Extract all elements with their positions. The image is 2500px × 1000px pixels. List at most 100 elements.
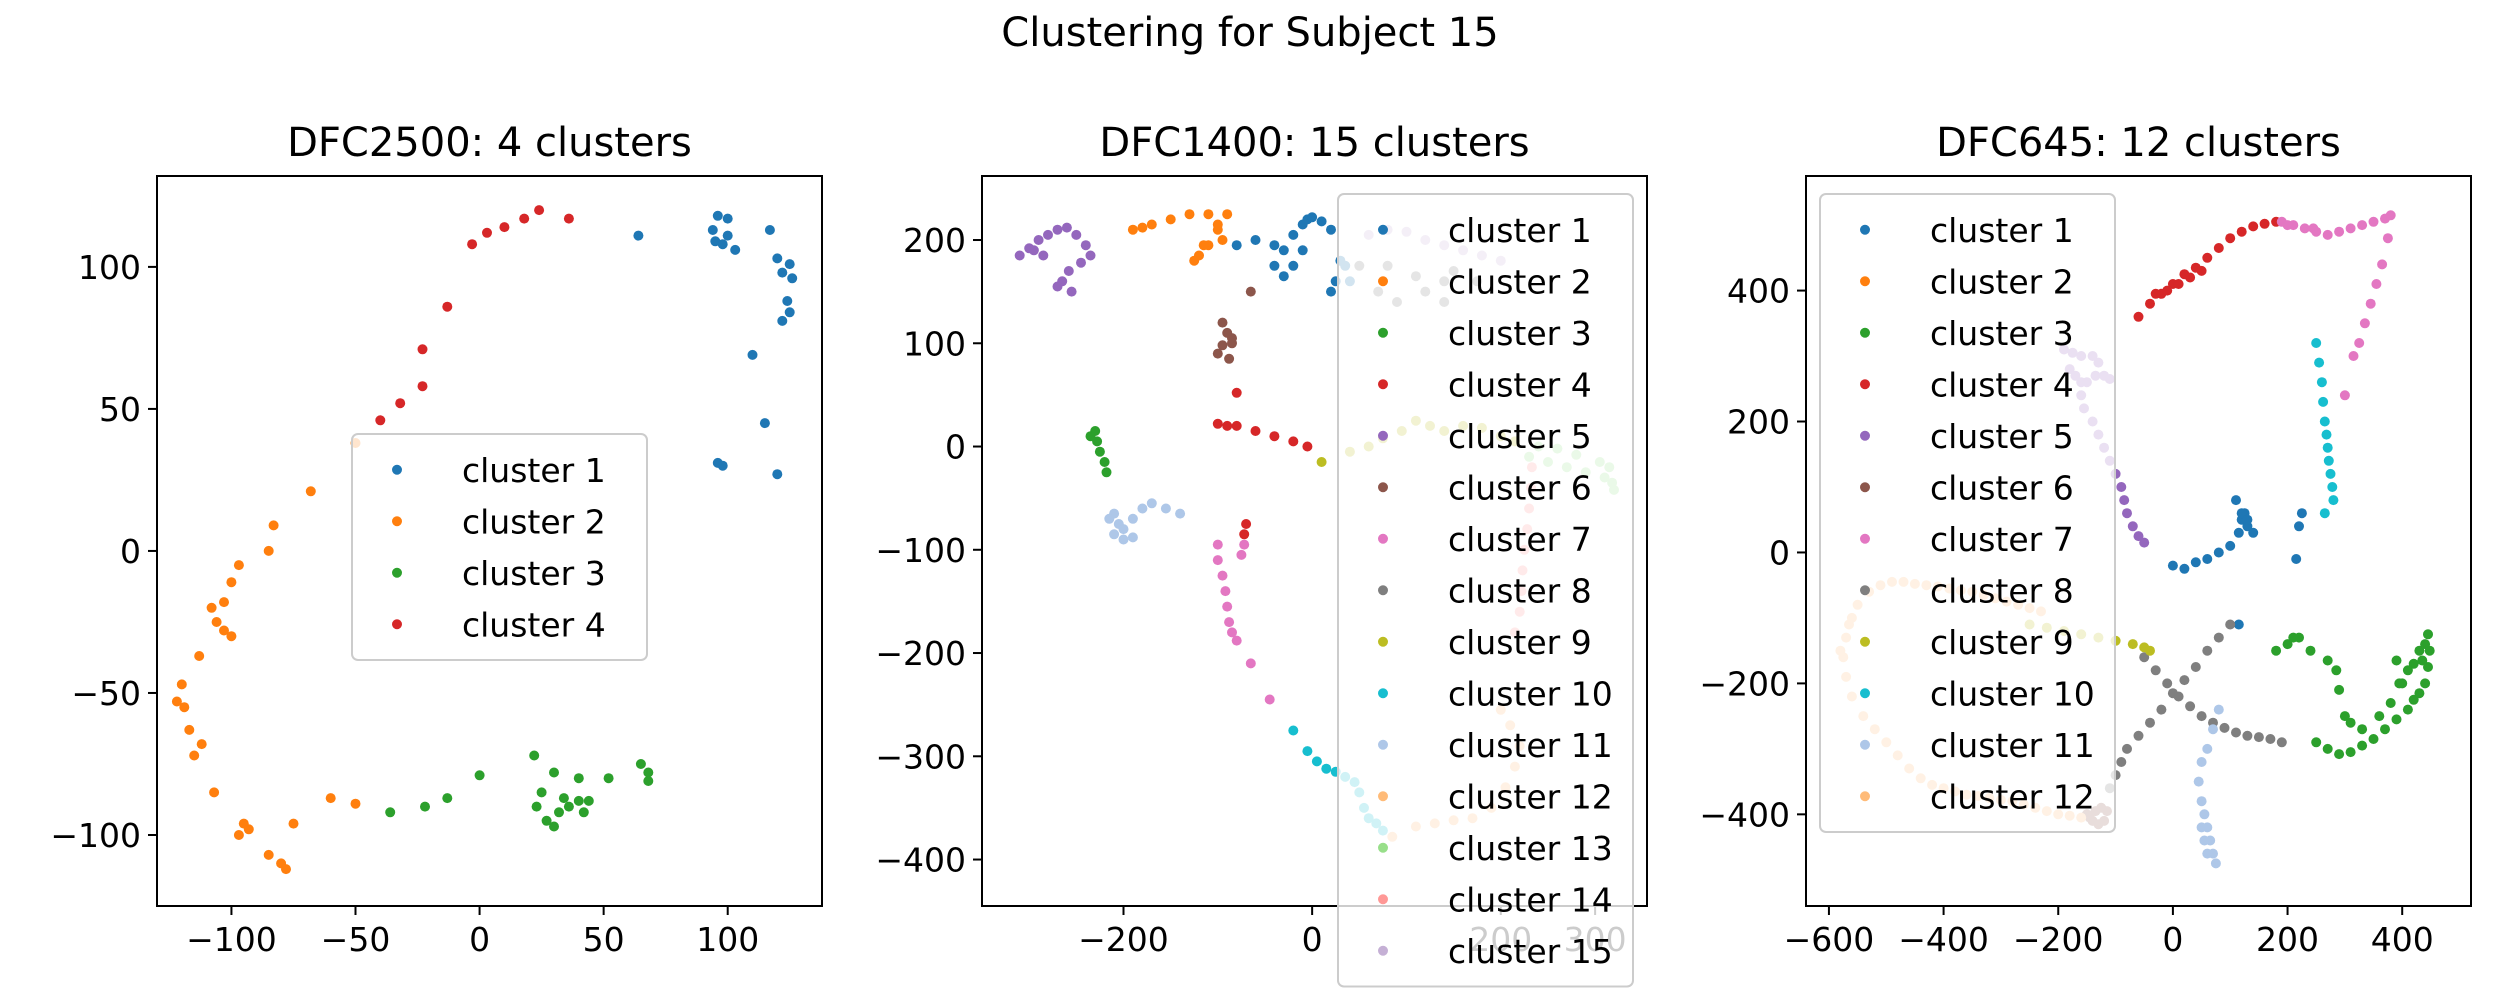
legend-label: cluster 2 bbox=[1448, 262, 1592, 301]
data-point bbox=[2339, 390, 2350, 401]
data-point bbox=[2150, 288, 2161, 299]
legend-label: cluster 13 bbox=[1448, 829, 1613, 868]
data-point bbox=[2417, 655, 2428, 666]
data-point bbox=[2385, 698, 2396, 708]
legend-label: cluster 14 bbox=[1448, 880, 1613, 919]
data-point bbox=[219, 597, 229, 608]
data-point bbox=[578, 807, 589, 818]
data-point bbox=[2199, 809, 2210, 820]
data-point bbox=[2122, 743, 2132, 754]
legend-label: cluster 1 bbox=[1448, 211, 1592, 250]
data-point bbox=[2133, 311, 2144, 322]
data-point bbox=[1227, 627, 1237, 638]
data-point bbox=[2179, 563, 2190, 574]
data-point bbox=[2299, 223, 2310, 234]
data-point bbox=[1212, 418, 1223, 429]
data-point bbox=[233, 560, 244, 571]
y-tick-label: 0 bbox=[945, 428, 966, 467]
data-point bbox=[2408, 658, 2419, 669]
data-point bbox=[1217, 235, 1228, 245]
data-point bbox=[2380, 724, 2390, 735]
data-point bbox=[1222, 420, 1233, 431]
data-point bbox=[717, 460, 728, 471]
data-point bbox=[2371, 279, 2382, 289]
y-tick-label: −200 bbox=[1699, 664, 1790, 703]
data-point bbox=[1052, 224, 1063, 235]
data-point bbox=[226, 631, 237, 642]
data-point bbox=[2331, 665, 2342, 676]
data-point bbox=[2231, 495, 2241, 506]
data-point bbox=[1239, 529, 1250, 540]
data-point bbox=[2319, 508, 2330, 519]
data-point bbox=[263, 545, 274, 556]
data-point bbox=[2291, 554, 2302, 564]
legend: cluster 1 cluster 2 cluster 3 cluster 4 bbox=[351, 433, 648, 661]
legend-marker bbox=[1378, 430, 1388, 441]
legend-marker bbox=[392, 619, 402, 630]
x-tick-label: 400 bbox=[2371, 920, 2434, 959]
data-point bbox=[777, 315, 788, 326]
data-point bbox=[2368, 734, 2379, 744]
data-point bbox=[2308, 223, 2319, 234]
data-point bbox=[1175, 508, 1186, 519]
data-point bbox=[2311, 338, 2322, 348]
data-point bbox=[184, 724, 195, 735]
data-point bbox=[375, 415, 386, 426]
data-point bbox=[1127, 532, 1138, 543]
data-point bbox=[2294, 521, 2304, 532]
x-tick-label: 200 bbox=[2256, 920, 2319, 959]
subplot-title: DFC2500: 4 clusters bbox=[287, 120, 692, 166]
data-point bbox=[1118, 524, 1129, 535]
y-tick-label: 0 bbox=[1769, 533, 1790, 572]
data-point bbox=[1160, 503, 1171, 514]
data-point bbox=[2368, 216, 2379, 227]
data-point bbox=[2150, 665, 2161, 676]
data-point bbox=[2374, 711, 2385, 722]
legend-marker bbox=[1378, 533, 1388, 544]
data-point bbox=[2127, 639, 2138, 650]
data-point bbox=[2408, 694, 2419, 705]
data-point bbox=[1137, 503, 1148, 514]
data-point bbox=[2225, 540, 2236, 551]
data-point bbox=[764, 225, 775, 235]
subplot-title: DFC1400: 15 clusters bbox=[1099, 120, 1529, 166]
data-point bbox=[554, 807, 564, 818]
y-tick-label: −400 bbox=[1699, 795, 1790, 834]
data-point bbox=[2119, 495, 2130, 506]
legend-label: cluster 10 bbox=[1930, 674, 2095, 713]
data-point bbox=[541, 815, 552, 826]
legend-label: cluster 3 bbox=[462, 554, 606, 593]
data-point bbox=[2202, 743, 2213, 754]
legend-label: cluster 8 bbox=[1930, 571, 2074, 610]
legend-marker bbox=[1860, 533, 1870, 544]
data-point bbox=[529, 750, 540, 761]
data-point bbox=[2271, 645, 2282, 656]
y-tick-label: 200 bbox=[903, 221, 966, 260]
data-point bbox=[2190, 557, 2201, 568]
data-point bbox=[1052, 281, 1063, 292]
data-point bbox=[2167, 688, 2178, 699]
data-point bbox=[499, 222, 510, 233]
data-point bbox=[772, 469, 783, 480]
data-point bbox=[1127, 224, 1138, 235]
y-tick-label: −400 bbox=[875, 841, 966, 880]
data-point bbox=[784, 307, 795, 318]
legend-label: cluster 6 bbox=[1448, 468, 1592, 507]
y-tick-label: 50 bbox=[99, 390, 141, 429]
legend-marker bbox=[1378, 894, 1388, 905]
data-point bbox=[1236, 549, 1247, 560]
data-point bbox=[2323, 455, 2334, 466]
y-tick-label: 100 bbox=[78, 248, 141, 287]
data-point bbox=[1250, 235, 1261, 245]
data-point bbox=[2348, 351, 2359, 361]
data-point bbox=[482, 227, 492, 238]
legend-marker bbox=[392, 464, 402, 475]
y-tick-label: −100 bbox=[50, 816, 141, 855]
x-tick-label: 0 bbox=[2162, 920, 2183, 959]
data-point bbox=[1076, 257, 1086, 268]
data-point bbox=[2314, 357, 2325, 368]
data-point bbox=[2196, 822, 2207, 833]
legend-label: cluster 7 bbox=[1930, 520, 2074, 559]
legend-marker bbox=[1860, 791, 1870, 802]
legend-label: cluster 3 bbox=[1930, 314, 2074, 353]
